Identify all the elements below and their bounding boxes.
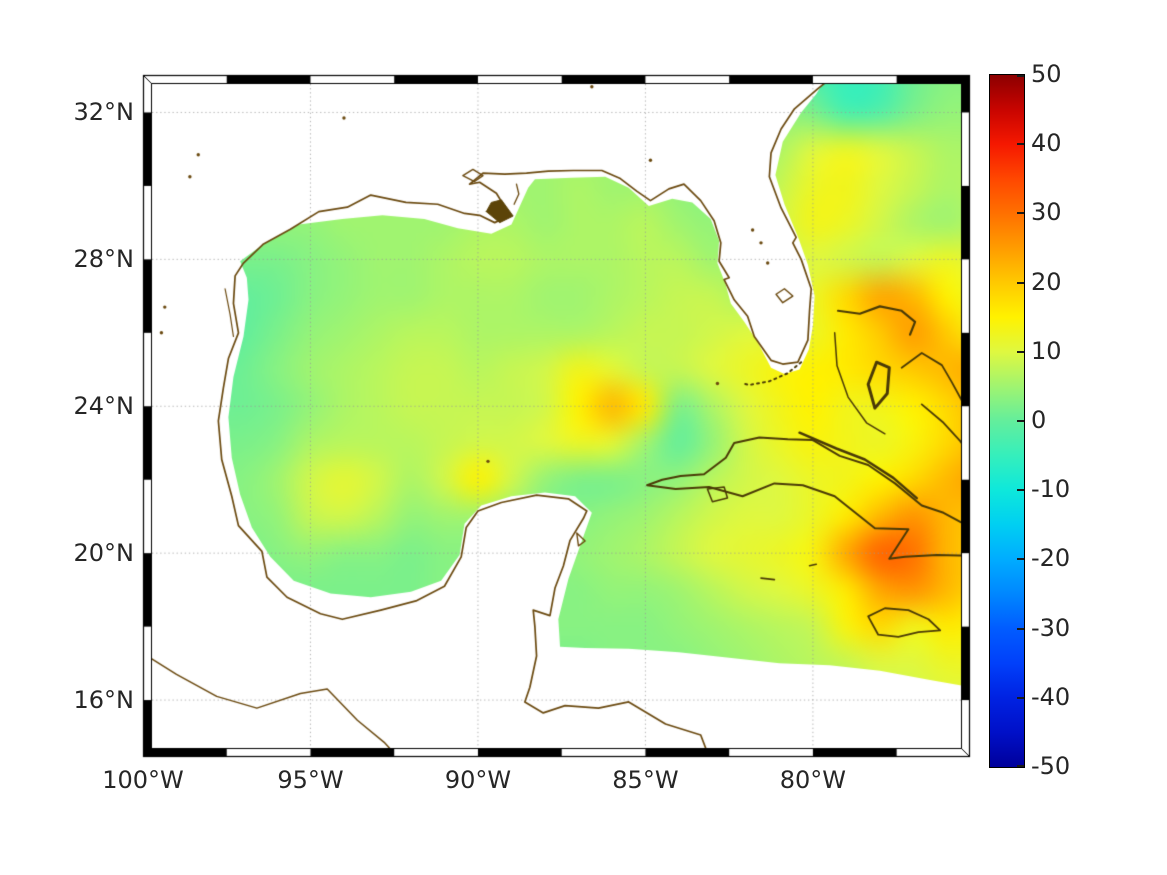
colorbar-tick-label: 10 [1031,336,1062,365]
y-tick-label: 28°N [73,245,135,274]
colorbar-tick-label: 40 [1031,129,1062,158]
x-tick-label: 95°W [277,766,344,794]
colorbar-tick-mark [1017,350,1024,353]
colorbar-tick-mark [1017,212,1024,215]
colorbar-tick-mark [1017,281,1024,284]
colorbar-tick-label: -40 [1031,682,1071,711]
x-tick-label: 100°W [102,766,184,794]
colorbar-tick-mark [1017,765,1024,767]
colorbar-tick-mark [1017,558,1024,561]
colorbar-tick-mark [1017,143,1024,146]
x-tick-label: 85°W [612,766,679,794]
colorbar-tick-label: 0 [1031,406,1047,434]
colorbar-tick-mark [1017,420,1024,422]
y-tick-label: 24°N [73,392,135,421]
colorbar-tick-mark [1017,489,1024,492]
colorbar-tick-mark [1017,696,1024,699]
colorbar-tick-label: -30 [1031,613,1071,642]
colorbar [989,74,1025,768]
y-tick-label: 20°N [73,539,135,568]
y-tick-label: 16°N [73,686,135,715]
colorbar-tick-mark [1017,627,1024,630]
colorbar-tick-label: 20 [1031,267,1062,296]
colorbar-tick-label: 30 [1031,198,1062,227]
colorbar-tick-label: -20 [1031,544,1071,573]
y-tick-label: 32°N [73,98,135,127]
colorbar-tick-label: -10 [1031,475,1071,504]
x-tick-label: 90°W [444,766,512,794]
colorbar-tick-mark [1017,75,1024,77]
colorbar-tick-label: 50 [1031,60,1062,88]
colorbar-tick-label: -50 [1031,752,1071,780]
x-tick-label: 80°W [779,766,847,794]
